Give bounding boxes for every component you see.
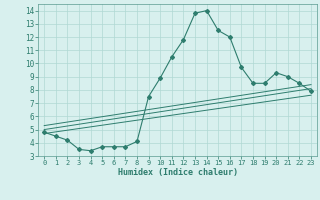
X-axis label: Humidex (Indice chaleur): Humidex (Indice chaleur) [118,168,238,177]
